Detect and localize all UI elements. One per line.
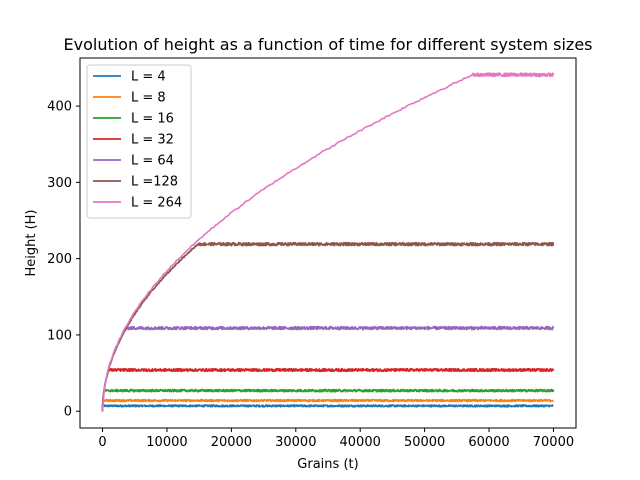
series-line-1 [101, 404, 554, 412]
y-tick-label: 0 [64, 405, 72, 420]
legend-entry: L = 16 [131, 112, 174, 127]
x-tick-label: 50000 [404, 435, 445, 450]
legend-entry: L =128 [131, 175, 178, 190]
x-tick-label: 10000 [146, 435, 187, 450]
legend: L = 4 L = 8 L = 16 L = 32 L = 64 L =128 L = 26… [86, 64, 192, 219]
series-line-2 [101, 398, 554, 412]
series-line-7 [101, 72, 555, 412]
x-axis-label: Grains (t) [297, 457, 358, 472]
y-tick-label: 400 [47, 100, 72, 115]
series-line-6 [101, 241, 555, 412]
x-axis: 0 10000 20000 30000 40000 50000 60000 70000 [98, 428, 574, 450]
series-layer [101, 72, 555, 412]
x-tick-label: 30000 [275, 435, 316, 450]
x-tick-label: 0 [98, 435, 106, 450]
legend-entry: L = 4 [131, 70, 166, 85]
series-line-3 [101, 388, 555, 412]
y-tick-label: 300 [47, 176, 72, 191]
x-tick-label: 70000 [533, 435, 574, 450]
y-tick-label: 100 [47, 328, 72, 343]
y-axis: 0 100 200 300 400 [47, 100, 80, 420]
series-line-4 [101, 367, 555, 412]
plot-frame [79, 57, 577, 429]
legend-entry: L = 64 [131, 154, 174, 169]
x-tick-label: 60000 [468, 435, 509, 450]
x-tick-label: 40000 [340, 435, 381, 450]
legend-entry: L = 32 [131, 133, 174, 148]
legend-frame [86, 64, 192, 219]
y-axis-label: Height (H) [24, 209, 39, 276]
legend-entry: L = 264 [131, 196, 182, 211]
series-line-5 [101, 325, 555, 412]
chart-title: Evolution of height as a function of tim… [64, 35, 593, 54]
legend-entry: L = 8 [131, 91, 166, 106]
x-tick-label: 20000 [211, 435, 252, 450]
y-tick-label: 200 [47, 252, 72, 267]
